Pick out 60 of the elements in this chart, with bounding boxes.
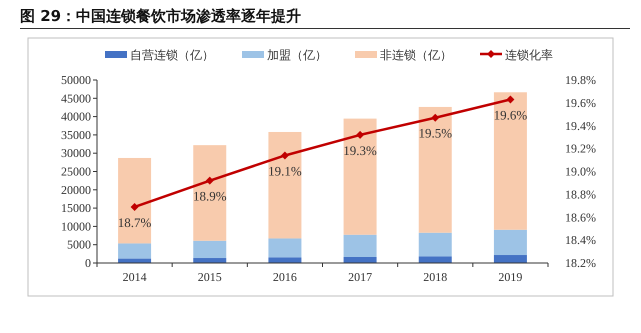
y2-tick-label: 18.4% <box>565 233 596 248</box>
y2-tick-label: 18.6% <box>565 210 596 224</box>
point <box>506 95 514 104</box>
bar <box>193 240 226 258</box>
y2-tick-label: 18.2% <box>565 256 596 270</box>
x-tick-label: 2016 <box>272 270 297 284</box>
data-label: 19.5% <box>418 126 452 141</box>
bar <box>494 92 527 230</box>
legend-label: 自营连锁（亿） <box>130 48 214 62</box>
x-tick-label: 2014 <box>122 270 147 284</box>
x-tick-label: 2019 <box>498 270 522 284</box>
bar <box>344 257 377 263</box>
y-tick-label: 50000 <box>61 73 91 87</box>
data-label: 19.1% <box>268 163 302 178</box>
bar <box>268 132 302 238</box>
y-tick-label: 25000 <box>61 164 91 178</box>
chart-title: 图 29：中国连锁餐饮市场渗透率逐年提升 <box>20 4 630 29</box>
point <box>130 202 139 211</box>
y-tick-label: 0 <box>85 256 91 270</box>
bar <box>268 238 302 258</box>
bar <box>193 258 226 263</box>
data-label: 18.9% <box>192 188 227 204</box>
bar <box>118 243 152 259</box>
y-tick-label: 30000 <box>61 146 91 160</box>
data-label: 19.3% <box>343 142 378 158</box>
y-tick-label: 15000 <box>61 201 91 216</box>
y-tick-label: 10000 <box>61 219 91 234</box>
legend-label: 非连锁（亿） <box>380 48 452 62</box>
bar <box>418 106 452 233</box>
bar <box>344 234 377 257</box>
data-label: 18.7% <box>118 214 152 230</box>
point <box>356 130 364 139</box>
x-tick-label: 2015 <box>198 270 222 284</box>
y2-tick-label: 18.8% <box>565 187 596 202</box>
point <box>206 176 214 185</box>
y2-tick-label: 19.6% <box>565 96 596 110</box>
y-tick-label: 20000 <box>61 182 91 197</box>
point <box>431 114 440 122</box>
bar <box>418 232 452 256</box>
legend-label: 连锁化率 <box>505 48 553 62</box>
y2-tick-label: 19.2% <box>565 142 596 156</box>
bar <box>418 256 452 263</box>
y2-tick-label: 19.0% <box>565 164 596 178</box>
data-label: 19.6% <box>494 107 528 122</box>
y-tick-label: 40000 <box>61 110 91 124</box>
bar <box>494 230 527 256</box>
bar <box>118 158 152 244</box>
x-tick-label: 2017 <box>348 270 372 284</box>
bar <box>193 145 226 241</box>
point <box>280 151 289 160</box>
y2-tick-label: 19.4% <box>565 118 596 133</box>
legend-label: 加盟（亿） <box>267 48 327 62</box>
y-tick-label: 45000 <box>61 91 91 106</box>
x-tick-label: 2018 <box>423 270 448 284</box>
y-tick-label: 35000 <box>61 128 91 142</box>
bar <box>118 258 152 263</box>
y2-tick-label: 19.8% <box>565 73 596 87</box>
y-tick-label: 5000 <box>67 238 91 252</box>
bar <box>344 118 377 235</box>
bar <box>494 255 527 263</box>
